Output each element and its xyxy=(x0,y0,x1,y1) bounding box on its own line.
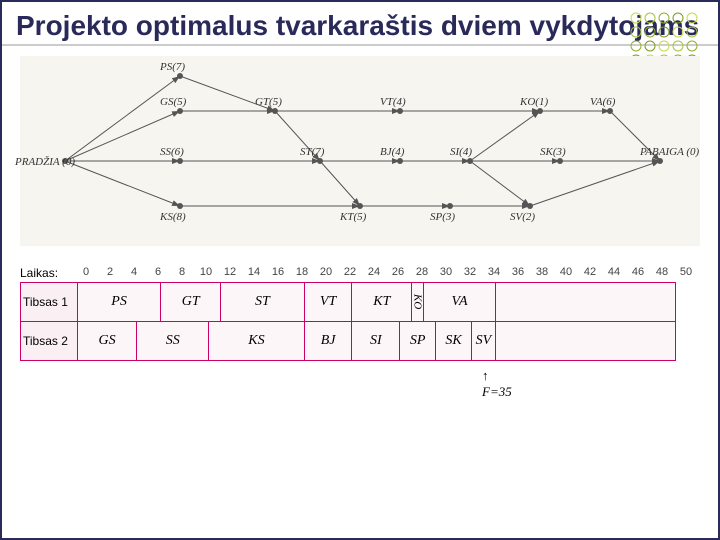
node-label-ko: KO(1) xyxy=(520,96,548,108)
gantt-row-2: Tibsas 2GSSSKSBJSISPSKSV xyxy=(21,321,675,360)
slide: Projekto optimalus tvarkaraštis dviem vy… xyxy=(0,0,720,540)
node-label-gt: GT(5) xyxy=(255,96,282,108)
task-gs: GS xyxy=(78,322,138,360)
node-label-sk: SK(3) xyxy=(540,146,566,158)
time-axis: 0246810121416182022242628303234363840424… xyxy=(74,266,700,278)
node-label-kt: KT(5) xyxy=(340,211,366,223)
task-va: VA xyxy=(424,283,496,321)
node-label-pabaiga: PABAIGA (0) xyxy=(640,146,699,158)
node-label-si: SI(4) xyxy=(450,146,472,158)
task-sp: SP xyxy=(400,322,436,360)
task-ss: SS xyxy=(137,322,209,360)
node-label-sv: SV(2) xyxy=(510,211,535,223)
gantt-table: Tibsas 1PSGTSTVTKTKOVATibsas 2GSSSKSBJSI… xyxy=(20,282,676,361)
node-label-st: ST(7) xyxy=(300,146,324,158)
task-sv: SV xyxy=(472,322,496,360)
node-label-ps: PS(7) xyxy=(160,61,185,73)
node-label-va: VA(6) xyxy=(590,96,615,108)
gantt-chart: Laikas: 024681012141618202224262830323436… xyxy=(20,266,700,436)
time-axis-label: Laikas: xyxy=(20,266,58,280)
node-label-ks: KS(8) xyxy=(160,211,186,223)
page-title: Projekto optimalus tvarkaraštis dviem vy… xyxy=(2,2,718,46)
task-sk: SK xyxy=(436,322,472,360)
task-vt: VT xyxy=(305,283,353,321)
node-label-vt: VT(4) xyxy=(380,96,406,108)
task-bj: BJ xyxy=(305,322,353,360)
task-kt: KT xyxy=(352,283,412,321)
gantt-row-label: Tibsas 2 xyxy=(21,322,78,360)
gantt-row-label: Tibsas 1 xyxy=(21,283,78,321)
task-ps: PS xyxy=(78,283,162,321)
node-label-sp: SP(3) xyxy=(430,211,455,223)
gantt-row-1: Tibsas 1PSGTSTVTKTKOVA xyxy=(21,283,675,321)
task-gt: GT xyxy=(161,283,221,321)
task-ko: KO xyxy=(412,283,424,321)
node-label-pradzia: PRADŽIA (0) xyxy=(15,156,75,168)
node-label-bj: BJ(4) xyxy=(380,146,404,158)
finish-annotation: ↑F=35 xyxy=(482,368,512,400)
task-ks: KS xyxy=(209,322,305,360)
task-st: ST xyxy=(221,283,305,321)
node-label-gs: GS(5) xyxy=(160,96,186,108)
network-graph: PRADŽIA (0)PS(7)GS(5)SS(6)KS(8)GT(5)ST(7… xyxy=(20,56,700,246)
task-si: SI xyxy=(352,322,400,360)
node-label-ss: SS(6) xyxy=(160,146,184,158)
